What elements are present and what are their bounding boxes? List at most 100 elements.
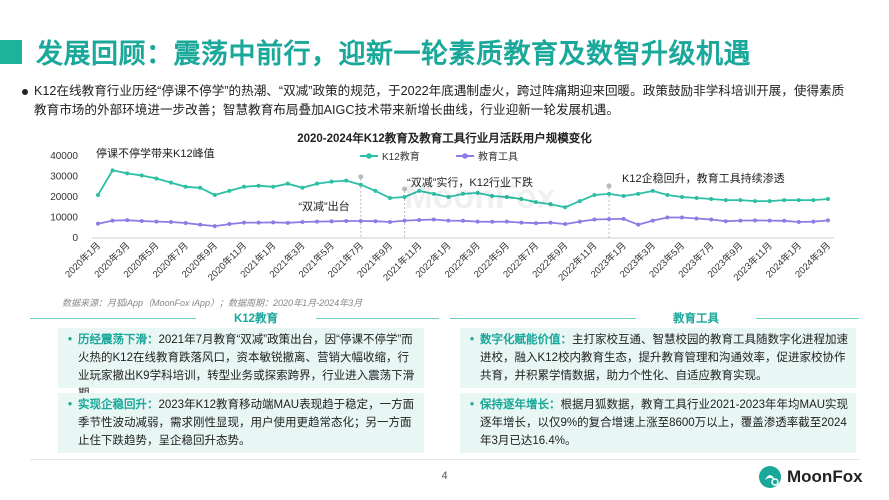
- data-point: [183, 184, 188, 189]
- data-point: [592, 217, 597, 222]
- data-point: [169, 220, 173, 225]
- data-point: [548, 202, 553, 207]
- data-point: [577, 199, 582, 204]
- data-point: [198, 185, 203, 190]
- data-point: [329, 179, 334, 184]
- data-point: [329, 219, 334, 224]
- data-point: [782, 198, 787, 203]
- left-item-2-text: 2023年K12教育移动端MAU表现趋于稳定，一方面季节性波动减弱，需求刚性显现…: [78, 399, 415, 447]
- right-item-1: • 数字化赋能价值：主打家校互通、智慧校园的教育工具随数字化进程加速进校，融入K…: [470, 331, 850, 385]
- left-header-line-left: [30, 318, 196, 319]
- data-point: [738, 218, 743, 223]
- data-point: [475, 219, 480, 224]
- data-point: [534, 221, 538, 226]
- intro-text: K12在线教育行业历经“停课不停学”的热潮、“双减”政策的规范，于2022年底遇…: [34, 84, 845, 117]
- data-point: [198, 222, 203, 227]
- y-tick-label: 0: [72, 233, 78, 244]
- data-point: [826, 197, 830, 202]
- data-point: [446, 218, 451, 223]
- chart-title: 2020-2024年K12教育及教育工具行业月活跃用户规模变化: [297, 133, 592, 145]
- data-point: [723, 219, 728, 224]
- data-point: [694, 196, 699, 201]
- data-point: [300, 185, 305, 190]
- y-tick-label: 40000: [50, 151, 78, 162]
- data-point: [110, 168, 115, 173]
- page-number: 4: [441, 470, 448, 482]
- data-point: [402, 218, 407, 223]
- data-point: [271, 220, 276, 225]
- brand-name: MoonFox: [787, 467, 863, 486]
- left-panel-2: [58, 393, 424, 453]
- data-point: [315, 181, 319, 186]
- data-point: [344, 218, 349, 223]
- y-tick-label: 30000: [50, 172, 78, 183]
- annotation-marker: [358, 174, 364, 180]
- data-point: [826, 218, 830, 223]
- title-accent-bar: [0, 40, 22, 64]
- data-point: [490, 193, 495, 198]
- data-point: [271, 184, 276, 189]
- bullet-icon: •: [470, 399, 475, 411]
- y-tick-label: 10000: [50, 213, 78, 224]
- data-point: [680, 215, 684, 220]
- data-point: [212, 192, 217, 197]
- data-point: [154, 176, 159, 181]
- data-point: [139, 218, 144, 223]
- data-point: [431, 191, 436, 196]
- data-point: [242, 220, 246, 225]
- data-point: [767, 218, 772, 223]
- data-point: [461, 191, 465, 196]
- data-point: [446, 195, 451, 199]
- data-point: [358, 182, 363, 187]
- data-point: [811, 219, 816, 224]
- right-section-header: 教育工具: [673, 313, 719, 325]
- bullet-icon: •: [470, 334, 475, 346]
- bullet-dot-icon: [22, 89, 28, 95]
- data-point: [315, 219, 319, 224]
- y-tick-label: 20000: [50, 192, 78, 203]
- data-point: [285, 220, 290, 225]
- data-point: [212, 224, 217, 229]
- data-point: [621, 216, 626, 221]
- data-point: [431, 217, 436, 222]
- data-point: [504, 219, 509, 224]
- data-point: [256, 220, 261, 225]
- annotation-marker: [606, 183, 612, 189]
- data-point: [96, 192, 100, 197]
- data-point: [417, 217, 422, 222]
- right-panel-2: [460, 393, 856, 453]
- left-item-2-label: 实现企稳回升：: [78, 399, 159, 411]
- data-point: [285, 181, 290, 186]
- data-point: [256, 183, 261, 188]
- annotation-marker: [402, 186, 408, 192]
- data-point: [753, 218, 757, 223]
- legend-marker: [366, 153, 372, 159]
- data-point: [373, 219, 378, 224]
- data-point: [709, 217, 714, 222]
- data-point: [709, 197, 714, 202]
- left-item-1-label: 历经震荡下滑：: [78, 334, 159, 346]
- annotation-label: “双减”出台: [298, 199, 349, 213]
- mau-line-chart: 0100002000030000400002020年1月2020年3月2020年…: [50, 146, 834, 283]
- footer-divider: [30, 459, 859, 460]
- data-point: [563, 222, 568, 227]
- data-point: [607, 191, 611, 196]
- data-point: [300, 220, 305, 225]
- data-point: [753, 199, 757, 204]
- data-point: [563, 205, 568, 210]
- data-point: [592, 192, 597, 197]
- data-point: [680, 195, 684, 199]
- annotation-label: 停课不停学带来K12峰值: [96, 146, 215, 160]
- watermark-logo: MoonFox: [404, 178, 555, 216]
- data-point: [388, 220, 392, 225]
- data-point: [767, 199, 772, 204]
- moonfox-logo-icon: [759, 466, 781, 488]
- legend-marker: [462, 153, 468, 159]
- data-point: [519, 197, 524, 202]
- data-point: [811, 198, 816, 203]
- data-point: [738, 198, 743, 203]
- annotation-label: “双减”实行，K12行业下跌: [407, 175, 533, 189]
- data-point: [227, 222, 232, 227]
- data-point: [636, 191, 641, 196]
- bullet-icon: •: [68, 334, 73, 346]
